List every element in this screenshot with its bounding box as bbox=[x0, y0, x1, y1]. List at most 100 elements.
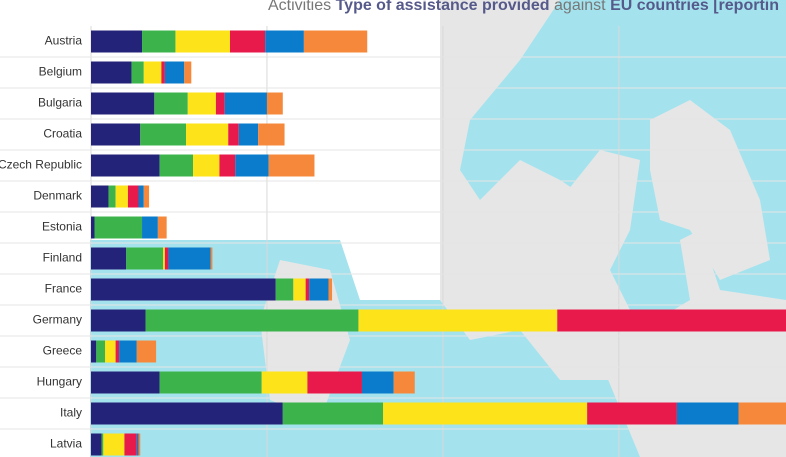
y-tick-label: Belgium bbox=[39, 65, 82, 79]
bar-segment bbox=[136, 340, 157, 363]
bar-segment bbox=[94, 216, 143, 239]
bar-segment bbox=[159, 371, 262, 394]
bar-segment bbox=[145, 309, 359, 332]
bar-segment bbox=[210, 247, 213, 270]
bar-segment bbox=[161, 61, 165, 84]
bar-segment bbox=[91, 123, 141, 146]
bar-segment bbox=[142, 30, 176, 53]
bar-segment bbox=[154, 92, 188, 115]
y-tick-label: Croatia bbox=[43, 127, 82, 141]
bar-segment bbox=[393, 371, 415, 394]
y-tick-label: Germany bbox=[33, 313, 82, 327]
y-tick-label: Greece bbox=[43, 344, 83, 358]
y-tick-label: Italy bbox=[60, 406, 82, 420]
bar-segment bbox=[91, 185, 109, 208]
bar-segment bbox=[91, 309, 146, 332]
y-tick-label: Austria bbox=[45, 34, 83, 48]
bar-segment bbox=[219, 154, 236, 177]
y-tick-label: Czech Republic bbox=[0, 158, 82, 172]
bar-segment bbox=[138, 185, 144, 208]
bar-segment bbox=[265, 30, 304, 53]
bar-segment bbox=[124, 433, 137, 456]
bar-segment bbox=[101, 433, 104, 456]
bar-segment bbox=[305, 278, 310, 301]
bar-segment bbox=[268, 154, 315, 177]
y-tick-label: France bbox=[45, 282, 83, 296]
bar-segment bbox=[309, 278, 329, 301]
bar-segment bbox=[230, 30, 266, 53]
bar-segment bbox=[91, 61, 132, 84]
bar-segment bbox=[163, 247, 165, 270]
bar-segment bbox=[164, 247, 169, 270]
bar-segment bbox=[143, 61, 162, 84]
bar-segment bbox=[266, 92, 283, 115]
y-tick-label: Estonia bbox=[42, 220, 82, 234]
title-part: EU countries [reportin bbox=[610, 0, 779, 14]
y-tick-label: Latvia bbox=[50, 437, 82, 451]
bar-segment bbox=[168, 247, 211, 270]
bar-segment bbox=[224, 92, 267, 115]
bar-segment bbox=[91, 247, 127, 270]
bar-segment bbox=[91, 278, 276, 301]
bar-segment bbox=[136, 433, 139, 456]
bar-segment bbox=[184, 61, 192, 84]
bar-segment bbox=[361, 371, 394, 394]
bar-segment bbox=[186, 123, 229, 146]
bar-segment bbox=[91, 340, 97, 363]
bar-segment bbox=[126, 247, 164, 270]
bar-segment bbox=[140, 123, 187, 146]
bar-segment bbox=[119, 340, 137, 363]
bar-segment bbox=[193, 154, 220, 177]
bar-segment bbox=[328, 278, 333, 301]
bar-segment bbox=[303, 30, 368, 53]
bar-segment bbox=[159, 154, 194, 177]
bar-segment bbox=[275, 278, 294, 301]
bar-segment bbox=[587, 402, 677, 425]
bar-segment bbox=[238, 123, 259, 146]
bar-segment bbox=[738, 402, 786, 425]
bar-segment bbox=[164, 61, 185, 84]
title-part: Type of assistance provided bbox=[336, 0, 550, 14]
title-part: against bbox=[554, 0, 606, 14]
bar-segment bbox=[115, 340, 120, 363]
bar-segment bbox=[235, 154, 269, 177]
y-tick-label: Denmark bbox=[33, 189, 83, 203]
y-tick-label: Bulgaria bbox=[38, 96, 82, 110]
bar-segment bbox=[157, 216, 167, 239]
bar-segment bbox=[258, 123, 285, 146]
land bbox=[600, 330, 786, 457]
bar-segment bbox=[175, 30, 230, 53]
y-tick-label: Hungary bbox=[37, 375, 82, 389]
bar-segment bbox=[676, 402, 739, 425]
bar-segment bbox=[282, 402, 384, 425]
bar-segment bbox=[131, 61, 144, 84]
bar-segment bbox=[383, 402, 588, 425]
bar-segment bbox=[215, 92, 225, 115]
bar-segment bbox=[127, 185, 139, 208]
bar-segment bbox=[91, 402, 283, 425]
bar-segment bbox=[91, 30, 143, 53]
bar-segment bbox=[143, 185, 150, 208]
bar-segment bbox=[91, 92, 155, 115]
y-tick-label: Finland bbox=[43, 251, 82, 265]
bar-segment bbox=[307, 371, 362, 394]
land bbox=[560, 150, 640, 290]
bar-segment bbox=[187, 92, 216, 115]
land bbox=[650, 100, 770, 280]
bar-segment bbox=[91, 433, 102, 456]
bar-segment bbox=[103, 433, 125, 456]
bar-segment bbox=[228, 123, 239, 146]
bar-segment bbox=[557, 309, 786, 332]
bar-segment bbox=[96, 340, 106, 363]
bar-segment bbox=[261, 371, 308, 394]
bar-segment bbox=[91, 371, 160, 394]
bar-segment bbox=[358, 309, 558, 332]
bar-segment bbox=[108, 185, 116, 208]
bar-segment bbox=[142, 216, 158, 239]
title-part: Activities bbox=[268, 0, 331, 14]
bar-segment bbox=[91, 154, 160, 177]
bar-segment bbox=[293, 278, 306, 301]
bar-segment bbox=[115, 185, 128, 208]
